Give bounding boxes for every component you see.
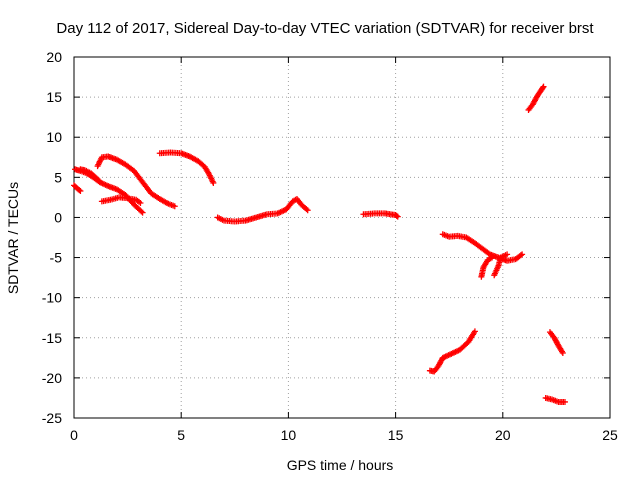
grid: [74, 57, 610, 418]
data-point-marker: [394, 213, 401, 220]
y-tick-label: 10: [46, 129, 62, 145]
y-axis-label: SDTVAR / TECUs: [5, 182, 21, 294]
axis-ticks: 0 5 10 15 20 25 -25 -20 -15 -10 -5 0 5 10 15 20: [42, 49, 618, 443]
y-tick-label: -5: [50, 250, 63, 266]
data-point-marker: [139, 209, 146, 216]
data-point-marker: [517, 252, 524, 259]
data-point-marker: [393, 212, 400, 219]
data-point-marker: [303, 206, 310, 213]
y-tick-label: 5: [54, 169, 62, 185]
data-point-marker: [171, 203, 178, 210]
data-point-marker: [138, 208, 145, 215]
y-tick-label: -20: [42, 370, 62, 386]
data-point-marker: [504, 251, 511, 258]
data-point-marker: [210, 179, 217, 186]
x-axis-label: GPS time / hours: [287, 457, 394, 473]
data-point-marker: [95, 177, 102, 184]
data-points: [71, 83, 568, 405]
x-tick-label: 0: [70, 427, 78, 443]
data-point-marker: [304, 207, 311, 214]
y-tick-label: -25: [42, 410, 62, 426]
y-tick-label: 0: [54, 209, 62, 225]
y-tick-label: -10: [42, 290, 62, 306]
y-tick-label: 20: [46, 49, 62, 65]
x-tick-label: 20: [495, 427, 511, 443]
x-tick-label: 25: [602, 427, 618, 443]
data-point-marker: [561, 398, 568, 405]
data-point-marker: [77, 187, 84, 194]
data-point-marker: [471, 328, 478, 335]
data-point-marker: [76, 187, 83, 194]
data-point-marker: [96, 178, 103, 185]
data-point-marker: [540, 83, 547, 90]
y-tick-label: 15: [46, 89, 62, 105]
x-tick-label: 5: [177, 427, 185, 443]
chart-title: Day 112 of 2017, Sidereal Day-to-day VTE…: [56, 20, 594, 37]
data-point-marker: [539, 84, 546, 91]
y-tick-label: -15: [42, 330, 62, 346]
data-point-marker: [559, 350, 566, 357]
data-point-marker: [137, 200, 144, 207]
data-point-marker: [489, 254, 496, 261]
data-point-marker: [519, 251, 526, 258]
x-tick-label: 15: [388, 427, 404, 443]
x-tick-label: 10: [281, 427, 297, 443]
plot-frame: [73, 56, 611, 419]
